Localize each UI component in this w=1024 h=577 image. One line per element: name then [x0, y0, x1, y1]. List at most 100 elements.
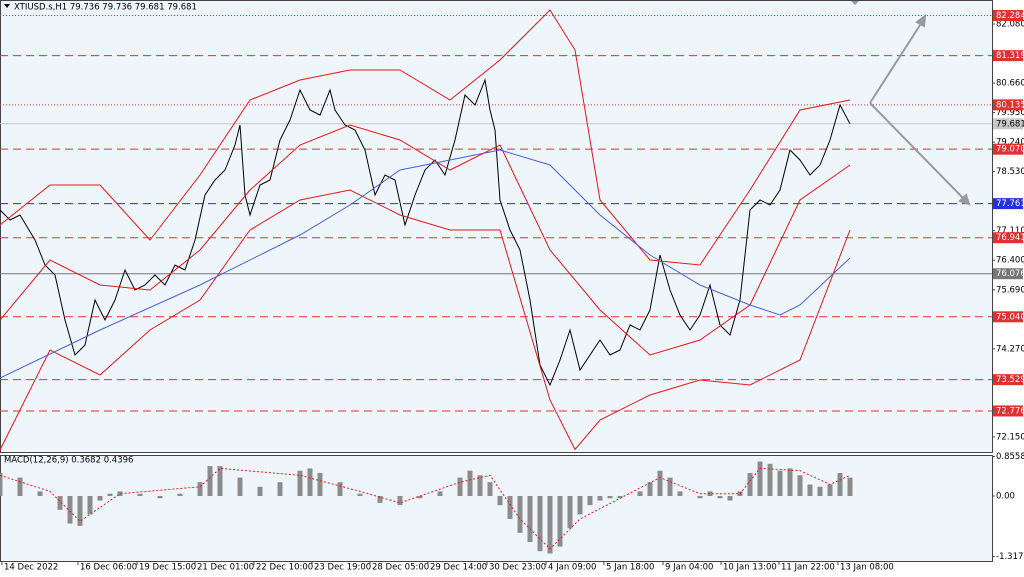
y-tick-label: 79.240 — [996, 138, 1024, 148]
y-tick-label: 75.690 — [996, 285, 1024, 295]
macd-bar — [307, 468, 313, 496]
level-box — [993, 143, 1023, 155]
macd-bar — [787, 468, 793, 496]
level-box — [993, 10, 1023, 22]
level-label: 79.070 — [996, 145, 1024, 155]
level-label: 77.761 — [996, 199, 1024, 209]
macd-bar — [707, 491, 713, 496]
macd-bar — [837, 472, 843, 496]
projection-arrows — [851, 1, 971, 206]
macd-bar — [667, 477, 673, 496]
y-tick-label: 76.400 — [996, 256, 1024, 266]
x-tick-label: 30 Dec 23:00 — [489, 563, 546, 573]
macd-bar — [657, 470, 663, 496]
level-label: 81.319 — [996, 51, 1024, 61]
series-line — [0, 467, 851, 550]
main-pane — [0, 0, 993, 453]
series-line — [0, 9, 851, 266]
macd-bar — [577, 495, 583, 515]
macd-bar — [207, 466, 213, 496]
level-box — [993, 99, 1023, 111]
macd-bar — [457, 477, 463, 496]
macd-bar — [847, 477, 853, 496]
x-tick-label: 10 Jan 13:00 — [723, 563, 777, 573]
x-tick-label: 22 Dec 10:00 — [256, 563, 313, 573]
macd-bar — [177, 493, 183, 496]
level-label: 76.941 — [996, 233, 1024, 243]
macd-bar — [777, 470, 783, 496]
macd-bar — [137, 493, 143, 496]
level-label: 80.135 — [996, 100, 1024, 110]
macd-bar — [527, 495, 533, 542]
macd-bar — [357, 493, 363, 496]
x-tick-label: 19 Dec 15:00 — [139, 563, 196, 573]
x-tick-label: 5 Jan 18:00 — [606, 563, 654, 573]
macd-bar — [107, 493, 113, 496]
chart-title: XTIUSD.s,H1 79.736 79.736 79.681 79.681 — [14, 3, 197, 13]
macd-pane — [0, 455, 993, 562]
macd-bar — [767, 463, 773, 496]
x-tick-label: 16 Dec 06:00 — [80, 563, 137, 573]
macd-bar — [747, 472, 753, 496]
x-tick-label: 13 Jan 08:00 — [840, 563, 894, 573]
macd-bar — [337, 482, 343, 496]
x-tick-label: 14 Dec 2022 — [4, 563, 58, 573]
x-tick-label: 9 Jan 04:00 — [665, 563, 713, 573]
macd-bar — [727, 495, 733, 501]
level-box — [993, 311, 1023, 323]
plot-layer — [0, 9, 992, 554]
macd-bar — [197, 482, 203, 496]
level-box — [993, 232, 1023, 244]
macd-bar — [317, 472, 323, 496]
x-tick-label: 4 Jan 09:00 — [548, 563, 596, 573]
macd-bar — [477, 475, 483, 496]
macd-bar — [547, 495, 553, 554]
x-tick-label: 29 Dec 14:00 — [430, 563, 487, 573]
level-box — [993, 374, 1023, 386]
macd-bar — [597, 495, 603, 501]
macd-bar — [517, 495, 523, 533]
macd-bar — [557, 495, 563, 547]
macd-bar — [647, 482, 653, 496]
macd-bar — [97, 495, 103, 501]
level-box — [993, 268, 1023, 280]
macd-bar — [237, 477, 243, 496]
macd-bar — [257, 486, 263, 496]
macd-bar — [697, 495, 703, 499]
macd-bar — [537, 495, 543, 552]
macd-bar — [637, 491, 643, 496]
level-label: 73.529 — [996, 375, 1024, 385]
level-label: 82.284 — [996, 11, 1024, 21]
arrow-up — [869, 21, 923, 104]
y-tick-label: -1.3172 — [996, 552, 1024, 562]
arrow-down — [869, 102, 965, 200]
macd-bar — [607, 495, 613, 499]
macd-bar — [487, 482, 493, 496]
macd-bar — [417, 495, 423, 499]
series-line — [0, 124, 851, 356]
y-tick-label: 0.8558 — [996, 452, 1024, 462]
y-tick-label: 74.270 — [996, 344, 1024, 354]
macd-bar — [277, 482, 283, 496]
macd-bar — [567, 495, 573, 529]
level-label: 79.681 — [996, 119, 1024, 129]
macd-bar — [507, 495, 513, 519]
y-tick-label: 72.150 — [996, 432, 1024, 442]
level-label: 76.076 — [996, 269, 1024, 279]
x-tick-label: 23 Dec 19:00 — [314, 563, 371, 573]
level-box — [993, 118, 1023, 130]
series-line — [0, 189, 851, 451]
arrow-head — [958, 193, 971, 206]
level-label: 72.776 — [996, 406, 1024, 416]
y-tick-label: 80.660 — [996, 79, 1024, 89]
macd-bar — [377, 495, 383, 503]
macd-bar — [117, 491, 123, 496]
macd-bar — [297, 470, 303, 496]
macd-bar — [757, 461, 763, 496]
arrow-head — [851, 1, 859, 5]
macd-title: MACD(12,26,9) 0.3682 0.4396 — [4, 456, 133, 466]
y-tick-label: 0.00 — [996, 491, 1015, 501]
macd-bar — [37, 491, 43, 496]
x-tick-label: 11 Jan 22:00 — [781, 563, 835, 573]
